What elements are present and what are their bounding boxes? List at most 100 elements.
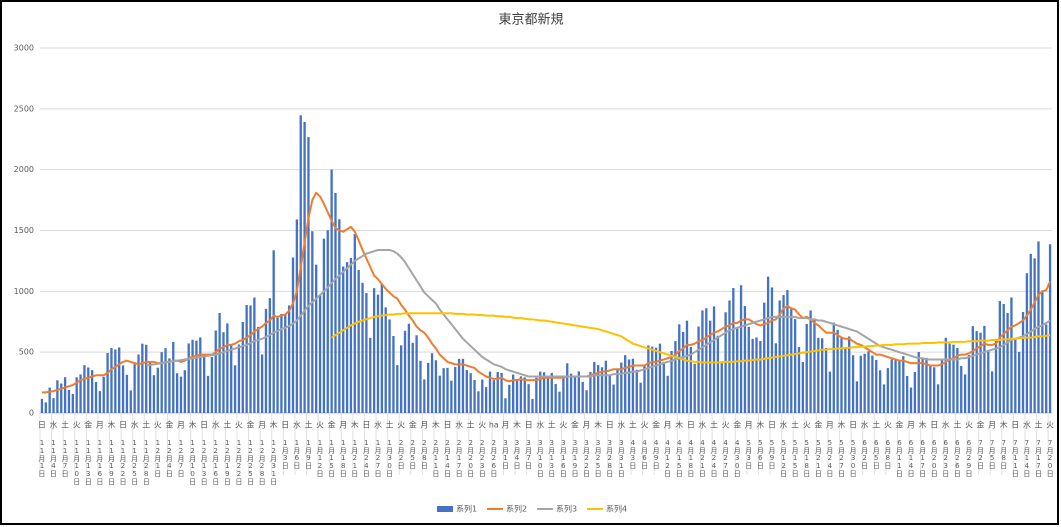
line	[146, 248, 1051, 378]
x-weekday-label: 火	[884, 421, 892, 430]
bar	[840, 338, 843, 413]
x-tick-label: 1月24日	[362, 439, 370, 478]
x-tick-label: 12月19日	[223, 439, 231, 486]
x-tick-label: 3月13日	[548, 439, 556, 478]
bar	[415, 335, 418, 413]
bar	[824, 347, 828, 413]
bar	[195, 340, 198, 413]
x-weekday-label: 金	[409, 420, 417, 430]
chart-title: 東京都新規	[498, 12, 563, 28]
x-weekday-label: 月	[96, 421, 104, 430]
x-tick-label: 4月15日	[675, 439, 683, 478]
x-weekday-label: 金	[247, 420, 255, 430]
bar	[573, 376, 577, 413]
x-weekday-label: 日	[930, 421, 938, 430]
x-weekday-label: 月	[258, 421, 266, 430]
bar	[392, 335, 395, 413]
bar	[280, 313, 283, 413]
bar	[975, 331, 978, 413]
bar	[40, 398, 44, 413]
bar	[867, 351, 870, 413]
x-weekday-label: 土	[142, 420, 150, 430]
x-weekday-label: 水	[293, 420, 301, 430]
x-tick-label: 12月4日	[165, 439, 173, 478]
bar	[558, 391, 561, 413]
x-tick-label: 5月12日	[780, 439, 788, 478]
bar	[1048, 244, 1052, 413]
bar	[948, 343, 951, 413]
bar	[994, 340, 998, 413]
bar	[620, 362, 623, 413]
x-tick-label: 3月16日	[559, 439, 567, 478]
y-tick-label: 1000	[14, 287, 34, 296]
x-tick-label: 12月7日	[177, 439, 185, 478]
x-tick-label: 4月3日	[629, 439, 637, 470]
bar	[357, 270, 360, 413]
bar	[929, 365, 932, 413]
bar	[218, 312, 221, 413]
bar	[473, 379, 476, 413]
x-weekday-label: 月	[826, 421, 834, 430]
y-tick-label: 0	[29, 409, 34, 418]
x-weekday-label: 月	[988, 421, 996, 430]
x-tick-label: 11月22日	[119, 439, 127, 486]
bar	[446, 367, 449, 413]
bar	[160, 352, 163, 413]
bar	[662, 361, 665, 413]
bar	[813, 320, 816, 413]
bar	[399, 345, 403, 413]
x-tick-label: 5月24日	[826, 439, 834, 478]
bar	[801, 362, 805, 413]
x-weekday-label: 水	[536, 420, 544, 430]
x-weekday-label: 月	[745, 421, 753, 430]
bar	[175, 373, 179, 413]
bar	[168, 358, 171, 413]
bar	[94, 381, 98, 413]
x-weekday-label: 水	[1023, 420, 1031, 430]
bar	[145, 344, 148, 413]
bar	[909, 387, 913, 413]
bar	[121, 365, 125, 413]
bar	[114, 349, 117, 413]
x-tick-label: 6月20日	[930, 439, 938, 478]
bar	[63, 377, 67, 413]
x-tick-label: 3月4日	[513, 439, 521, 470]
bar	[1029, 253, 1032, 413]
bar	[844, 347, 847, 413]
bar	[739, 285, 743, 413]
bar	[925, 357, 928, 413]
bar	[268, 298, 271, 413]
bar	[1002, 303, 1005, 413]
x-tick-label: 6月26日	[953, 439, 961, 478]
x-tick-label: 12月16日	[212, 439, 220, 486]
x-tick-label: 6月14日	[907, 439, 915, 478]
x-tick-label: 1月18日	[339, 439, 347, 478]
x-weekday-label: 土	[223, 420, 231, 430]
x-tick-label: 1月6日	[293, 439, 301, 470]
x-weekday-label: 火	[316, 421, 324, 430]
x-weekday-label: 月	[177, 421, 185, 430]
bar	[527, 384, 530, 413]
x-tick-label: 5月3日	[745, 439, 753, 470]
bar	[875, 359, 878, 413]
x-weekday-label: 金	[814, 420, 822, 430]
bar	[372, 288, 376, 413]
bar	[515, 379, 519, 413]
bar	[454, 367, 457, 413]
bar	[658, 343, 662, 413]
bar	[616, 368, 619, 413]
x-tick-label: 2月2日	[397, 439, 405, 470]
bar	[569, 373, 573, 413]
bar	[233, 365, 237, 413]
bar	[732, 288, 735, 413]
bar	[369, 337, 372, 413]
bar	[318, 294, 322, 413]
bar	[786, 290, 789, 413]
bar	[936, 384, 940, 413]
bar	[596, 365, 600, 413]
x-tick-label: 4月27日	[722, 439, 730, 478]
bar	[894, 359, 897, 413]
bar	[172, 341, 175, 413]
